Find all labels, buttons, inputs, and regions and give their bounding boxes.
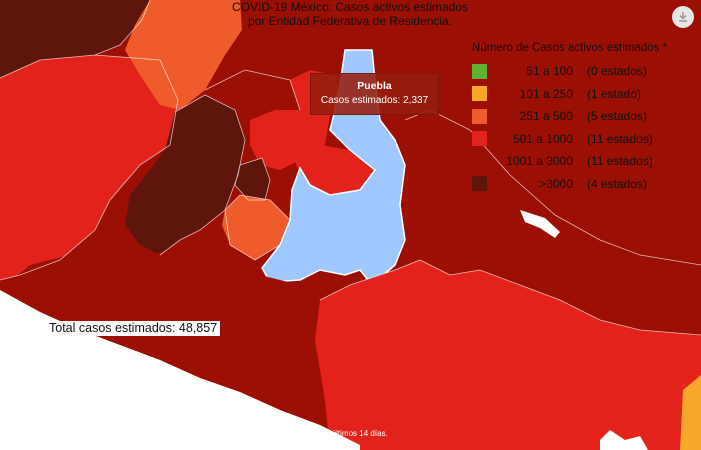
legend-item[interactable]: 501 a 1000 (11 estados) bbox=[472, 128, 697, 151]
legend-swatch bbox=[472, 153, 487, 169]
legend-swatch bbox=[472, 131, 487, 147]
state-region-northwest[interactable] bbox=[0, 0, 150, 78]
legend-swatch bbox=[472, 108, 487, 124]
map-title: COVID-19 México: Casos activos estimados… bbox=[200, 0, 500, 28]
legend-count: (11 estados) bbox=[587, 131, 653, 146]
legend-item[interactable]: 101 a 250 (1 estado) bbox=[472, 83, 697, 106]
coastline-white-east bbox=[520, 210, 560, 238]
legend-item[interactable]: 1001 a 3000 (11 estados) bbox=[472, 150, 697, 173]
legend-swatch bbox=[472, 176, 487, 192]
state-region-cdmx[interactable] bbox=[235, 158, 270, 200]
legend: Número de Casos activos estimados * 51 a… bbox=[472, 42, 697, 195]
footer-note: *Casos activos estimados se consideran c… bbox=[48, 429, 388, 438]
legend-range: 251 a 500 bbox=[519, 109, 573, 124]
legend-count: (1 estado) bbox=[587, 86, 642, 101]
map-title-line2: por Entidad Federativa de Residencia. bbox=[247, 14, 453, 28]
legend-count: (11 estados) bbox=[587, 154, 653, 169]
legend-title: Número de Casos activos estimados * bbox=[472, 42, 667, 54]
legend-item[interactable]: 51 a 100 (0 estados) bbox=[472, 60, 697, 83]
coastline-white-east-2 bbox=[600, 430, 648, 450]
coastline-white bbox=[0, 290, 360, 450]
legend-swatch bbox=[472, 86, 487, 102]
footer-cutoff: Cierre con corte a las 09:00hrs, 16 de J… bbox=[48, 405, 232, 414]
state-region-southeast-orange[interactable] bbox=[680, 375, 701, 450]
legend-range: 1001 a 3000 bbox=[506, 154, 573, 169]
tooltip-value: Casos estimados: 2,337 bbox=[320, 95, 429, 106]
state-tooltip: Puebla Casos estimados: 2,337 bbox=[310, 73, 439, 115]
legend-swatch bbox=[472, 63, 487, 79]
state-region-edomex-red[interactable] bbox=[250, 110, 330, 170]
legend-range: 501 a 1000 bbox=[512, 131, 573, 146]
legend-count: (4 estados) bbox=[587, 176, 648, 191]
legend-count: (0 estados) bbox=[587, 64, 648, 79]
legend-range: >3000 bbox=[539, 176, 573, 191]
state-region-oaxaca-red[interactable] bbox=[315, 260, 701, 450]
legend-range: 51 a 100 bbox=[526, 64, 573, 79]
legend-item[interactable]: >3000 (4 estados) bbox=[472, 173, 697, 196]
legend-count: (5 estados) bbox=[587, 109, 648, 124]
state-region-west[interactable] bbox=[0, 55, 178, 280]
footer-notes: Cierre con corte a las 09:00hrs, 16 de J… bbox=[48, 404, 388, 440]
download-icon bbox=[679, 12, 687, 22]
footer-source: Fuente: Plataforma SISVER, SINAVE, DGE, … bbox=[48, 417, 225, 426]
legend-item[interactable]: 251 a 500 (5 estados) bbox=[472, 105, 697, 128]
download-button[interactable] bbox=[672, 6, 694, 28]
total-cases-label: Total casos estimados: 48,857 bbox=[46, 321, 221, 336]
map-title-line1: COVID-19 México: Casos activos estimados bbox=[231, 0, 469, 14]
state-region-orange-north[interactable] bbox=[125, 0, 242, 110]
tooltip-state-name: Puebla bbox=[357, 80, 392, 92]
state-region-center-brown[interactable] bbox=[125, 95, 245, 255]
state-region-tlaxcala[interactable] bbox=[292, 145, 375, 195]
legend-range: 101 a 250 bbox=[519, 86, 573, 101]
state-region-morelos[interactable] bbox=[222, 195, 290, 260]
